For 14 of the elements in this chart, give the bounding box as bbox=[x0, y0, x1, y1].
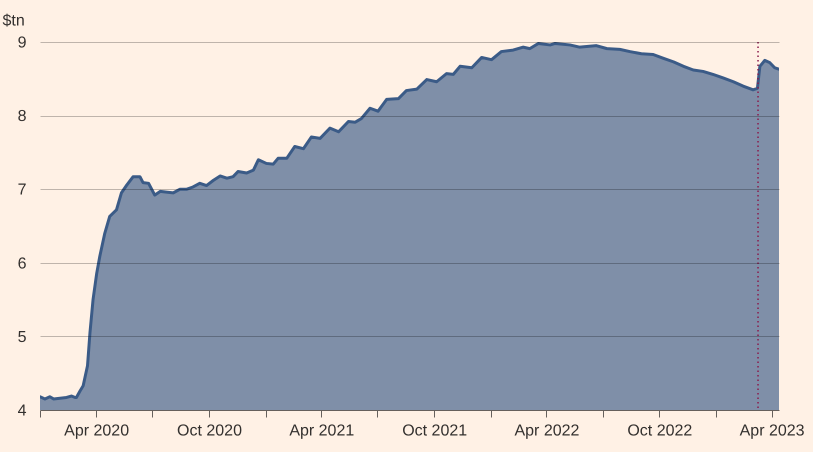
y-tick-label: 8 bbox=[18, 108, 27, 126]
y-tick-label: 6 bbox=[18, 255, 27, 272]
y-tick-label: 5 bbox=[18, 328, 27, 346]
y-axis-title: $tn bbox=[2, 12, 25, 30]
x-tick-label: Apr 2021 bbox=[289, 422, 354, 440]
x-tick-label: Oct 2020 bbox=[177, 422, 242, 440]
x-tick-label: Oct 2021 bbox=[402, 422, 468, 440]
y-tick-label: 7 bbox=[18, 182, 27, 199]
y-tick-label: 4 bbox=[18, 402, 27, 420]
x-tick-label: Apr 2020 bbox=[64, 422, 130, 440]
x-tick-label: Oct 2022 bbox=[627, 422, 692, 440]
x-tick-label: Apr 2022 bbox=[514, 422, 580, 440]
x-tick-label: Apr 2023 bbox=[740, 422, 805, 440]
y-tick-label: 9 bbox=[18, 34, 27, 52]
